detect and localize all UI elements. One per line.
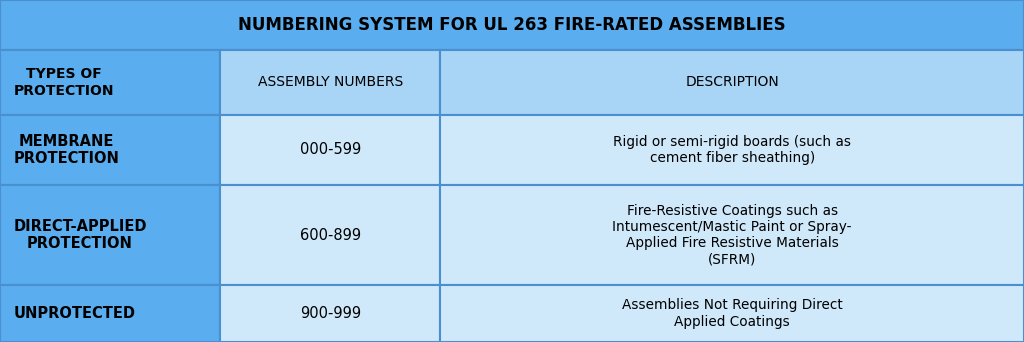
Bar bbox=[220, 50, 440, 115]
Text: 000-599: 000-599 bbox=[300, 143, 360, 158]
Text: TYPES OF
PROTECTION: TYPES OF PROTECTION bbox=[13, 67, 114, 97]
Text: 600-899: 600-899 bbox=[300, 227, 360, 242]
Text: NUMBERING SYSTEM FOR UL 263 FIRE-RATED ASSEMBLIES: NUMBERING SYSTEM FOR UL 263 FIRE-RATED A… bbox=[239, 16, 785, 34]
Bar bbox=[440, 185, 1024, 285]
Bar bbox=[220, 115, 440, 185]
Bar bbox=[220, 185, 440, 285]
Text: ASSEMBLY NUMBERS: ASSEMBLY NUMBERS bbox=[258, 76, 402, 90]
Bar bbox=[440, 285, 1024, 342]
Text: 900-999: 900-999 bbox=[300, 306, 360, 321]
Bar bbox=[0, 0, 1024, 50]
Text: Assemblies Not Requiring Direct
Applied Coatings: Assemblies Not Requiring Direct Applied … bbox=[622, 299, 843, 329]
Text: UNPROTECTED: UNPROTECTED bbox=[13, 306, 135, 321]
Bar bbox=[440, 50, 1024, 115]
Bar bbox=[220, 285, 440, 342]
Text: DIRECT-APPLIED
PROTECTION: DIRECT-APPLIED PROTECTION bbox=[13, 219, 146, 251]
Text: MEMBRANE
PROTECTION: MEMBRANE PROTECTION bbox=[13, 134, 119, 166]
Bar bbox=[0, 115, 220, 185]
Bar bbox=[0, 185, 220, 285]
Bar bbox=[0, 285, 220, 342]
Text: Fire-Resistive Coatings such as
Intumescent/Mastic Paint or Spray-
Applied Fire : Fire-Resistive Coatings such as Intumesc… bbox=[612, 204, 852, 266]
Text: DESCRIPTION: DESCRIPTION bbox=[685, 76, 779, 90]
Bar bbox=[440, 115, 1024, 185]
Bar bbox=[0, 50, 220, 115]
Text: Rigid or semi-rigid boards (such as
cement fiber sheathing): Rigid or semi-rigid boards (such as ceme… bbox=[613, 135, 851, 165]
